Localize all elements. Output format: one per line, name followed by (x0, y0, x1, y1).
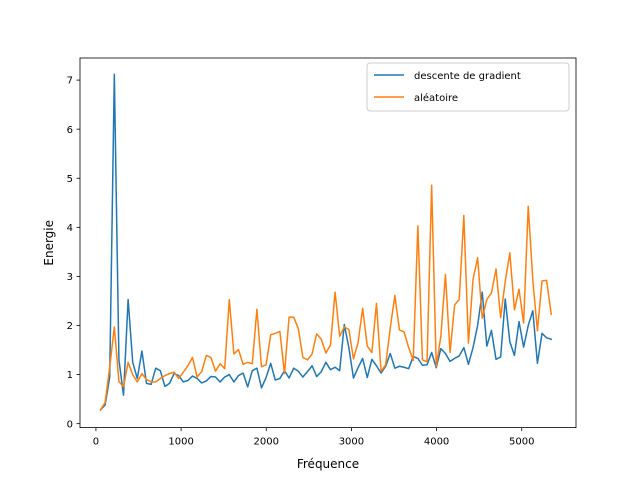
y-tick-label: 2 (67, 321, 73, 332)
y-tick-label: 3 (67, 272, 73, 283)
series-layer (99, 73, 553, 411)
x-tick-label: 2000 (254, 437, 279, 448)
y-tick-label: 7 (67, 76, 73, 87)
x-tick-label: 1000 (168, 437, 193, 448)
x-tick-label: 0 (93, 437, 99, 448)
y-axis-ticks: 0 1 2 3 4 5 6 7 (67, 76, 80, 430)
legend-label-2: aléatoire (414, 92, 458, 104)
y-tick-label: 0 (67, 419, 73, 430)
series-line-2 (99, 184, 553, 411)
x-axis-label: Fréquence (297, 457, 359, 471)
legend-label-1: descente de gradient (414, 71, 521, 82)
y-tick-label: 4 (67, 223, 73, 234)
x-axis-ticks: 0 1000 2000 3000 4000 5000 (93, 427, 534, 448)
x-tick-label: 5000 (509, 437, 534, 448)
y-tick-label: 1 (67, 370, 73, 381)
y-tick-label: 6 (67, 125, 73, 136)
legend: descente de gradient aléatoire (366, 62, 570, 112)
x-tick-label: 4000 (424, 437, 449, 448)
y-axis-label: Energie (42, 220, 56, 266)
x-tick-label: 3000 (339, 437, 364, 448)
legend-box (366, 62, 570, 112)
plot-frame (79, 57, 577, 429)
legend-entries: descente de gradient aléatoire (374, 71, 521, 104)
y-tick-label: 5 (67, 174, 73, 185)
